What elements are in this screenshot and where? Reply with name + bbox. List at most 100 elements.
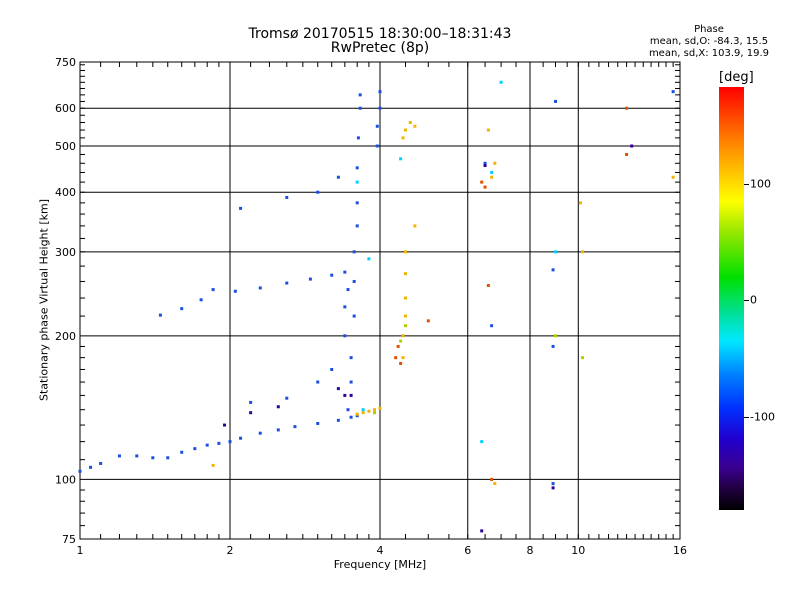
- data-point: [399, 339, 403, 343]
- data-point: [158, 313, 162, 317]
- data-point: [336, 175, 340, 179]
- data-point: [211, 288, 215, 292]
- data-point: [378, 90, 382, 94]
- data-point: [352, 279, 356, 283]
- data-point: [486, 128, 490, 132]
- x-tick-label: 1: [77, 544, 84, 557]
- data-point: [403, 324, 407, 328]
- x-tick-label: 8: [527, 544, 534, 557]
- data-point: [228, 440, 232, 444]
- data-point: [352, 314, 356, 318]
- data-point: [223, 423, 227, 427]
- colorbar-unit: [deg]: [719, 70, 754, 85]
- data-point: [490, 175, 494, 179]
- data-point: [211, 463, 215, 467]
- data-point: [361, 411, 365, 415]
- colorbar-tick-label: -100: [750, 410, 775, 424]
- y-tick-label: 300: [55, 246, 76, 259]
- phase-heading: Phase: [694, 24, 724, 35]
- data-point: [239, 436, 243, 440]
- data-point: [378, 406, 382, 410]
- data-point: [408, 121, 412, 125]
- data-point: [233, 289, 237, 293]
- data-point: [367, 409, 371, 413]
- data-point: [330, 367, 334, 371]
- x-axis-label: Frequency [MHz]: [333, 558, 427, 571]
- data-point: [480, 529, 484, 533]
- data-point: [375, 144, 379, 148]
- data-point: [367, 257, 371, 261]
- data-point: [413, 224, 417, 228]
- data-point: [151, 456, 155, 460]
- grid-lines: [80, 62, 680, 539]
- data-point: [355, 201, 359, 205]
- data-point: [625, 152, 629, 156]
- data-point: [490, 477, 494, 481]
- data-point: [336, 387, 340, 391]
- data-point: [490, 170, 494, 174]
- data-point: [285, 195, 289, 199]
- phase-x-mode-stats: mean, sd,X: 103.9, 19.9: [648, 48, 770, 59]
- phase-o-mode-stats: mean, sd,O: -84.3, 15.5: [649, 36, 769, 47]
- data-point: [375, 124, 379, 128]
- y-tick-label: 75: [62, 533, 76, 546]
- data-point: [135, 454, 139, 458]
- y-tick-label: 600: [55, 102, 76, 115]
- colorbar-tick-label: 0: [750, 293, 757, 307]
- data-point: [578, 201, 582, 205]
- data-point: [78, 469, 82, 473]
- data-point: [199, 298, 203, 302]
- data-point: [180, 307, 184, 311]
- data-point: [330, 273, 334, 277]
- data-point: [166, 456, 170, 460]
- data-point: [671, 175, 675, 179]
- tick-labels: 1 2 4 6 8 10 16 75 100 200 300 400 500 600 750: [55, 56, 687, 557]
- data-point: [401, 136, 405, 140]
- data-point: [355, 180, 359, 184]
- data-point: [343, 305, 347, 309]
- data-point: [343, 334, 347, 338]
- data-point: [355, 412, 359, 416]
- data-point: [625, 106, 629, 110]
- data-point: [316, 190, 320, 194]
- phase-statistics: Phase mean, sd,O: -84.3, 15.5 mean, sd,X…: [624, 24, 794, 60]
- data-point: [413, 124, 417, 128]
- chart-title: Tromsø 20170515 18:30:00–18:31:43: [248, 26, 512, 42]
- data-point: [671, 90, 675, 94]
- colorbar-tickmark: [744, 300, 749, 301]
- data-point: [249, 400, 253, 404]
- data-point: [343, 393, 347, 397]
- data-point: [258, 286, 262, 290]
- data-point: [358, 106, 362, 110]
- y-tick-label: 500: [55, 140, 76, 153]
- y-tick-label: 750: [55, 56, 76, 69]
- data-point: [373, 408, 377, 412]
- data-point: [316, 380, 320, 384]
- data-point: [217, 441, 221, 445]
- data-point: [493, 161, 497, 165]
- y-axis-label: Stationary phase Virtual Height [km]: [37, 198, 51, 402]
- data-point: [553, 99, 557, 103]
- data-point: [401, 334, 405, 338]
- x-tick-label: 4: [377, 544, 384, 557]
- data-point: [403, 296, 407, 300]
- colorbar-tickmark: [744, 417, 749, 418]
- data-point: [373, 411, 377, 415]
- data-point: [630, 144, 634, 148]
- data-point: [343, 270, 347, 274]
- data-point: [486, 283, 490, 287]
- data-point: [355, 414, 359, 418]
- y-tick-label: 200: [55, 330, 76, 343]
- data-point: [551, 344, 555, 348]
- data-point: [426, 319, 430, 323]
- data-point: [276, 428, 280, 432]
- data-point: [285, 396, 289, 400]
- data-point: [349, 356, 353, 360]
- data-point: [349, 380, 353, 384]
- data-point: [349, 393, 353, 397]
- chart-subtitle: RwPretec (8p): [330, 40, 430, 56]
- data-point: [356, 136, 360, 140]
- data-point: [490, 324, 494, 328]
- colorbar-tick-label: 100: [750, 177, 771, 191]
